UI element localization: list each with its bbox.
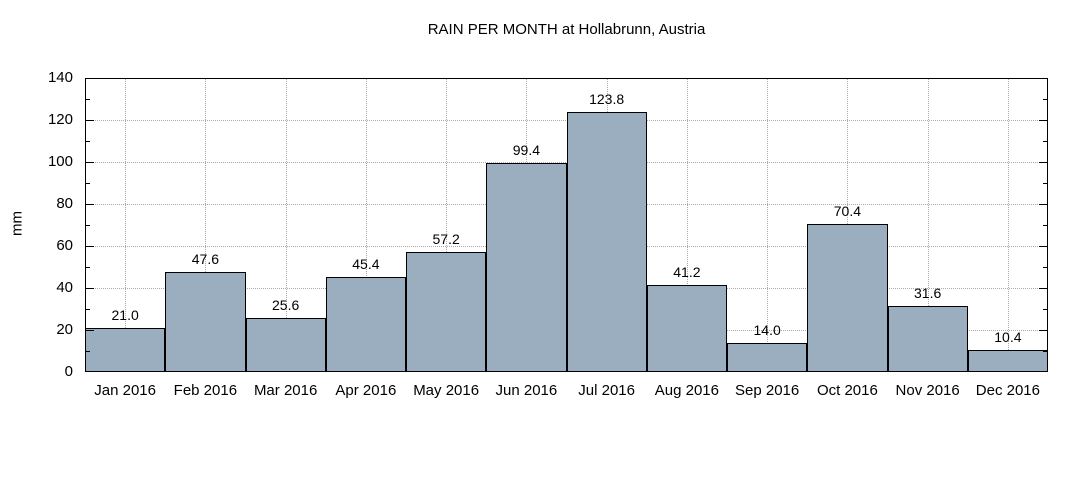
x-tick-label: Oct 2016 [816,382,878,399]
bar-mar [245,318,326,372]
y-minor-tick-right [1043,267,1047,268]
bar-value-label: 45.4 [352,255,380,272]
x-tick-label: Mar 2016 [253,382,318,399]
gridline-vertical [927,78,929,372]
gridline-vertical [446,78,448,372]
x-tick-label: Apr 2016 [335,382,397,399]
bar-value-label: 99.4 [512,142,540,159]
y-major-tick-left [86,204,94,205]
y-major-tick-right [1039,330,1047,331]
y-tick-label: 120 [47,111,73,128]
bar-value-label: 41.2 [673,264,701,281]
gridline-vertical [767,78,769,372]
x-tick-label: Dec 2016 [975,382,1040,399]
y-minor-tick-left [86,183,90,184]
x-tick-label: Jan 2016 [94,382,156,399]
y-tick-label: 0 [64,363,73,380]
bar-nov [887,305,968,372]
y-major-tick-left [86,120,94,121]
y-major-tick-right [1039,204,1047,205]
y-major-tick-right [1039,120,1047,121]
y-major-tick-right [1039,288,1047,289]
y-major-tick-right [1039,246,1047,247]
bar-value-label: 31.6 [914,284,942,301]
gridline-vertical [205,78,207,372]
y-minor-tick-right [1043,351,1047,352]
gridline-vertical [1007,78,1009,372]
y-minor-tick-left [86,141,90,142]
y-minor-tick-left [86,351,90,352]
bar-value-label: 57.2 [432,230,460,247]
y-minor-tick-right [1043,99,1047,100]
chart-title: RAIN PER MONTH at Hollabrunn, Austria [427,21,706,38]
y-major-tick-left [86,162,94,163]
gridline-vertical [285,78,287,372]
y-major-tick-left [86,288,94,289]
x-tick-label: Feb 2016 [173,382,238,399]
bar-value-label: 10.4 [994,329,1022,346]
bar-oct [807,224,888,372]
bar-jul [566,112,647,372]
y-tick-label: 60 [56,237,73,254]
bar-aug [646,285,727,372]
bar-value-label: 14.0 [753,321,781,338]
bar-value-label: 123.8 [589,91,625,108]
y-major-tick-right [1039,162,1047,163]
gridline-vertical [686,78,688,372]
y-major-tick-left [86,330,94,331]
bar-value-label: 25.6 [272,297,300,314]
y-tick-label: 100 [47,153,73,170]
gridline-vertical [365,78,367,372]
x-tick-label: Sep 2016 [735,382,800,399]
y-minor-tick-left [86,99,90,100]
y-tick-label: 140 [47,69,73,86]
plot-frame [85,78,1048,372]
y-tick-label: 80 [56,195,73,212]
y-minor-tick-right [1043,183,1047,184]
y-minor-tick-right [1043,225,1047,226]
y-tick-label: 20 [56,321,73,338]
bar-value-label: 21.0 [111,306,139,323]
bar-jun [486,163,567,372]
y-minor-tick-right [1043,309,1047,310]
y-tick-label: 40 [56,279,73,296]
y-minor-tick-left [86,225,90,226]
gridline-vertical [125,78,127,372]
y-minor-tick-left [86,309,90,310]
x-tick-label: Aug 2016 [654,382,719,399]
x-tick-label: Nov 2016 [895,382,960,399]
bar-value-label: 47.6 [191,251,219,268]
x-tick-label: Jul 2016 [578,382,635,399]
y-major-tick-left [86,246,94,247]
bar-jan [85,327,166,372]
bar-apr [325,276,406,372]
y-minor-tick-right [1043,141,1047,142]
bar-value-label: 70.4 [833,203,861,220]
y-minor-tick-left [86,267,90,268]
x-tick-label: May 2016 [413,382,480,399]
bar-may [406,251,487,372]
x-tick-label: Jun 2016 [495,382,558,399]
